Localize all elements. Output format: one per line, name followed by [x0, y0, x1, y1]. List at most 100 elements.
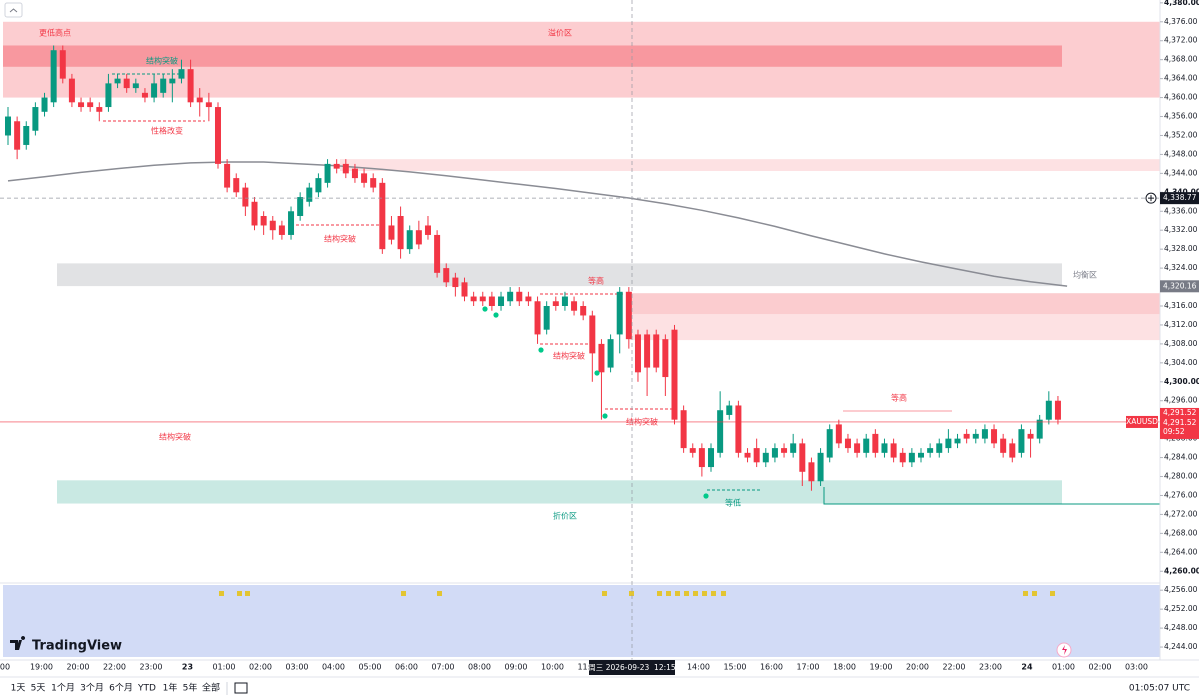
candle-body — [561, 296, 568, 306]
annotation: 等低 — [725, 498, 741, 508]
candle-body — [297, 197, 304, 216]
annotation: 等高 — [588, 276, 604, 286]
range-button[interactable]: 1天 — [11, 684, 26, 694]
candle-body — [735, 405, 742, 453]
x-tick-label: 02:00 — [1088, 663, 1111, 672]
x-tick-label: 02:00 — [249, 663, 272, 672]
candle-body — [826, 429, 833, 458]
y-tick-label: 4,356.00 — [1164, 112, 1198, 121]
y-tick-label: 4,248.00 — [1164, 623, 1198, 632]
ma-line — [7, 161, 1068, 287]
candle-body — [625, 291, 632, 340]
candle-body — [5, 116, 11, 136]
candle-body — [434, 234, 441, 273]
y-tick-label: 4,352.00 — [1164, 130, 1198, 139]
crosshair-add-icon — [1148, 195, 1154, 202]
candle-body — [278, 225, 285, 235]
candle-body — [50, 50, 57, 103]
candle-body — [1054, 400, 1061, 420]
candle-body — [790, 443, 797, 453]
candle-body — [87, 102, 94, 108]
candle-body — [160, 78, 167, 93]
x-tick-label: 22:00 — [942, 663, 965, 672]
candle-body — [525, 296, 532, 302]
candle-body — [507, 291, 514, 302]
x-tick-label: 24 — [1021, 663, 1033, 672]
candle-body — [580, 306, 587, 316]
zone-label: 均衡区 — [1073, 270, 1097, 280]
candle-body — [918, 452, 924, 458]
candle-body — [123, 78, 130, 89]
candle-body — [105, 83, 112, 108]
annotations: 溢价区均衡区折价区更低高点结构突破性格改变结构突破等高结构突破结构突破等低结构突… — [39, 28, 1097, 521]
range-button[interactable]: 5年 — [183, 682, 198, 694]
candle-body — [945, 438, 952, 449]
candle-body — [753, 448, 760, 463]
x-tick-label: 22:00 — [103, 663, 126, 672]
range-button[interactable]: 全部 — [202, 682, 220, 694]
zone — [57, 480, 1062, 504]
y-tick-label: 4,348.00 — [1164, 149, 1198, 158]
signal-markers — [219, 591, 1055, 596]
candle-body — [781, 448, 788, 453]
range-button[interactable]: 1个月 — [51, 683, 75, 694]
candle-body — [23, 126, 30, 145]
date-range-icon[interactable] — [234, 682, 248, 694]
range-button[interactable]: YTD — [137, 684, 156, 694]
candle-body — [78, 102, 85, 108]
candle-body — [415, 230, 422, 245]
y-tick-label: 4,260.00 — [1164, 566, 1199, 575]
candle-body — [671, 329, 678, 420]
candle-body — [242, 187, 249, 207]
range-button[interactable]: 6个月 — [109, 683, 133, 694]
zone — [630, 293, 1160, 315]
candle-body — [552, 301, 559, 306]
x-tick-label: 19:00 — [869, 663, 892, 672]
candle-body — [534, 301, 541, 335]
x-tick-label: 14:00 — [687, 663, 710, 672]
y-tick-label: 4,296.00 — [1164, 396, 1198, 405]
candle-body — [1036, 419, 1043, 439]
y-tick-label: 4,344.00 — [1164, 168, 1198, 177]
candle-body — [972, 433, 979, 439]
candle-body — [835, 424, 842, 444]
y-tick-label: 4,280.00 — [1164, 472, 1198, 481]
range-button[interactable]: 5天 — [31, 684, 46, 694]
candle-body — [598, 343, 605, 373]
candle-body — [498, 296, 505, 306]
y-tick-label: 4,276.00 — [1164, 490, 1198, 499]
x-tick-label: 23 — [182, 663, 193, 672]
annotation: 更低高点 — [39, 28, 71, 38]
candle-body — [388, 225, 395, 240]
range-button[interactable]: 3个月 — [80, 683, 104, 694]
annotation: 结构突破 — [146, 56, 178, 66]
zone — [3, 21, 1160, 98]
candle-body — [324, 163, 331, 183]
y-tick-label: 4,256.00 — [1164, 585, 1198, 594]
annotation: 性格改变 — [151, 126, 183, 136]
x-tick-label: 18:00 — [833, 663, 856, 672]
x-tick-label: 03:00 — [285, 663, 308, 672]
range-button[interactable]: 1年 — [163, 682, 178, 694]
candle-body — [954, 438, 961, 444]
y-tick-label: 4,340.00 — [1164, 187, 1199, 196]
candle-body — [899, 452, 906, 463]
candle-body — [1000, 438, 1007, 453]
y-tick-label: 4,372.00 — [1164, 36, 1198, 45]
candle-body — [461, 282, 468, 297]
candle-body — [141, 92, 148, 98]
logo-text: TradingView — [32, 639, 122, 654]
y-tick-label: 4,300.00 — [1164, 377, 1199, 386]
candle-body — [59, 50, 66, 79]
crosshair-time: 周三 2026-09-23 12:15 — [588, 660, 676, 675]
candles — [5, 45, 1061, 491]
range-buttons: 1天 5天 1个月 3个月 6个月 YTD 1年 5年 全部 — [11, 682, 220, 694]
candle-body — [872, 433, 879, 453]
symbol-label: XAUUSD — [1126, 417, 1158, 426]
x-tick-label: 20:00 — [906, 663, 929, 672]
symbol-box — [1126, 415, 1158, 428]
toolbar — [0, 677, 1199, 699]
candle-body — [726, 405, 733, 415]
last-price-box — [1160, 407, 1199, 439]
collapse-button[interactable] — [4, 2, 23, 18]
